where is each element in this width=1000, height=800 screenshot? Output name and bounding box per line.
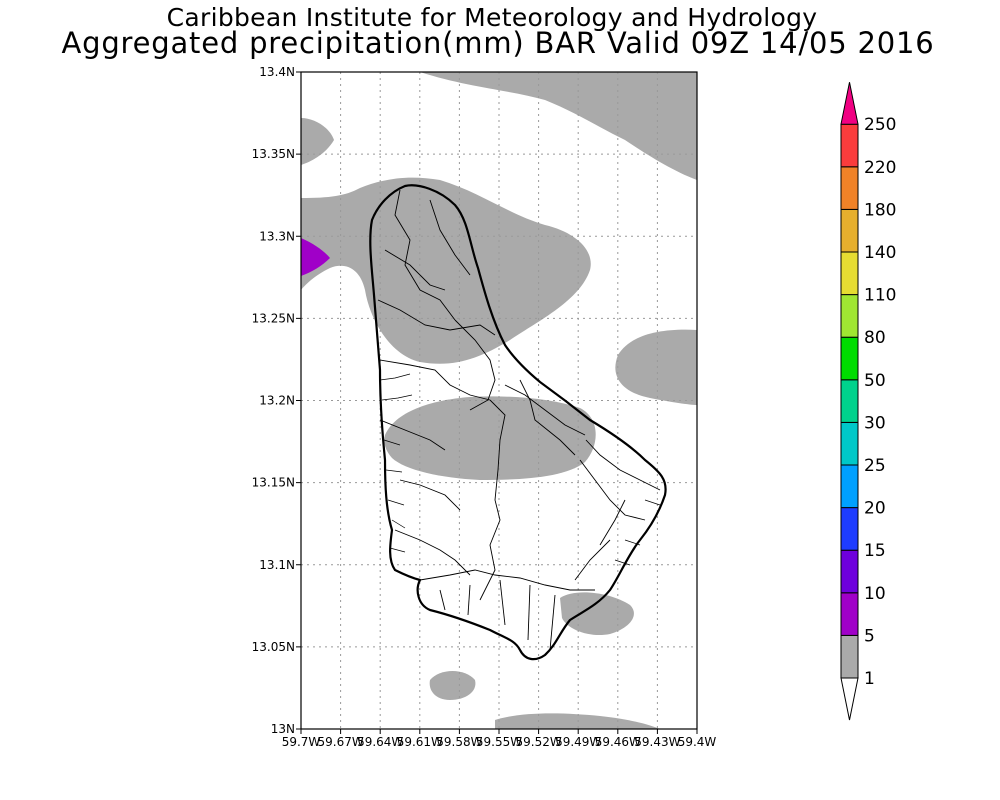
map-gridlines [301, 72, 697, 729]
colorbar-label: 80 [864, 328, 886, 348]
shade-north-island [301, 177, 591, 364]
lat-tick-label: 13.1N [259, 558, 295, 572]
parish-boundaries [377, 189, 661, 651]
lon-tick-label: 59.49W [555, 735, 601, 749]
shade-south-blob [429, 671, 476, 700]
coastline [369, 184, 667, 661]
shade-northwest-corner [301, 118, 334, 165]
lon-tick-label: 59.52W [515, 735, 561, 749]
lat-tick-label: 13.35N [252, 147, 295, 161]
shade-magenta [301, 238, 330, 276]
lon-tick-label: 59.43W [634, 735, 680, 749]
shade-central [384, 396, 596, 480]
lat-tick-label: 13.4N [259, 65, 295, 79]
lat-tick-label: 13.15N [252, 476, 295, 490]
shade-south-edge [495, 713, 660, 729]
colorbar-label: 250 [864, 115, 896, 135]
lat-tick-label: 13.25N [252, 311, 295, 325]
lat-tick-label: 13.3N [259, 229, 295, 243]
west-coast-rivers [379, 373, 661, 566]
colorbar-segment [840, 464, 859, 509]
colorbar-low-arrow [840, 677, 859, 721]
colorbar-segment [840, 592, 859, 636]
colorbar-label: 110 [864, 286, 896, 306]
lon-tick-label: 59.61W [397, 735, 443, 749]
colorbar-label: 30 [864, 413, 886, 433]
lon-tick-label: 59.55W [476, 735, 522, 749]
colorbar-label: 15 [864, 541, 886, 561]
colorbar-label: 180 [864, 200, 896, 220]
colorbar-segment [840, 166, 859, 210]
colorbar-segment [840, 549, 859, 594]
colorbar-segment [840, 251, 859, 296]
colorbar-segment [840, 421, 859, 466]
colorbar-label: 5 [864, 626, 875, 646]
lon-tick-label: 59.46W [595, 735, 641, 749]
precipitation-shading [301, 72, 697, 729]
chart-title-product: Aggregated precipitation(mm) BAR Valid 0… [61, 26, 935, 60]
lat-tick-label: 13.05N [252, 640, 295, 654]
colorbar-label: 50 [864, 371, 886, 391]
colorbar-segment [840, 123, 859, 168]
colorbar-label: 10 [864, 584, 886, 604]
lat-tick-label: 13.2N [259, 394, 295, 408]
lon-tick-label: 59.64W [357, 735, 403, 749]
chart-title-institute: Caribbean Institute for Meteorology and … [166, 3, 818, 32]
colorbar-label: 20 [864, 499, 886, 519]
shade-east [615, 329, 697, 405]
colorbar-high-arrow [840, 82, 859, 125]
colorbar-label: 220 [864, 158, 896, 178]
lon-tick-label: 59.67W [317, 735, 363, 749]
colorbar-segment [840, 507, 859, 551]
lon-tick-label: 59.7W [282, 735, 321, 749]
map-axes: 13.4N 13.35N 13.3N 13.25N 13.2N 13.15N 13.1N 13… [252, 65, 717, 749]
island-outline [369, 184, 667, 661]
colorbar-segment [840, 634, 859, 679]
colorbar-segment [840, 379, 859, 423]
colorbar-label: 25 [864, 456, 886, 476]
colorbar-segment [840, 336, 859, 381]
lon-tick-label: 59.58W [436, 735, 482, 749]
colorbar-segment [840, 294, 859, 338]
shade-northeast [420, 72, 697, 180]
lat-tick-label: 13N [271, 722, 295, 736]
colorbar-label: 1 [864, 669, 875, 689]
colorbar-label: 140 [864, 243, 896, 263]
colorbar-segment [840, 208, 859, 253]
lon-tick-label: 59.4W [678, 735, 717, 749]
